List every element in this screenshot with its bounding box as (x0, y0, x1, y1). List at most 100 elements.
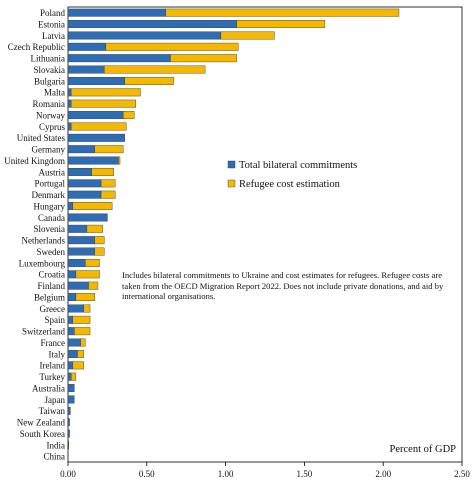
bar-refugee (70, 99, 136, 108)
bar-bilateral (67, 281, 89, 290)
category-label: Switzerland (22, 327, 65, 337)
category-label: Croatia (39, 270, 66, 280)
bar-refugee (100, 190, 116, 199)
category-label: New Zealand (17, 418, 66, 428)
bar-bilateral (67, 247, 95, 256)
bar-bilateral (67, 270, 77, 279)
bar-bilateral (67, 372, 72, 381)
bar-refugee (94, 145, 124, 154)
bar-refugee (72, 361, 84, 370)
x-tick-label: 1.50 (297, 469, 313, 479)
category-label: Romania (33, 99, 66, 109)
bar-refugee (94, 247, 105, 256)
bar-bilateral (67, 349, 78, 358)
bar-refugee (104, 65, 206, 74)
bar-bilateral (67, 88, 72, 97)
bar-refugee (100, 179, 116, 188)
bar-bilateral (67, 315, 73, 324)
bar-bilateral (67, 213, 108, 222)
bar-refugee (77, 349, 84, 358)
x-tick-label: 0.50 (139, 469, 155, 479)
category-label: Lithuania (31, 54, 66, 64)
category-label: Spain (44, 315, 65, 325)
bar-bilateral (67, 76, 125, 85)
category-label: Denmark (32, 190, 66, 200)
bar-refugee (75, 293, 95, 302)
category-label: Poland (40, 8, 66, 18)
category-label: Sweden (37, 247, 66, 257)
bar-refugee (74, 327, 91, 336)
category-label: Austria (39, 167, 66, 177)
bar-refugee (86, 224, 103, 233)
category-label: Greece (40, 304, 65, 314)
bar-bilateral (67, 384, 75, 393)
x-tick-label: 1.00 (218, 469, 234, 479)
bar-refugee (124, 76, 174, 85)
bar-refugee (220, 31, 275, 40)
category-label: Italy (49, 349, 66, 359)
category-label: Taiwan (39, 406, 66, 416)
category-label: Australia (32, 383, 65, 393)
legend-label: Total bilateral commitments (239, 160, 357, 171)
bar-bilateral (67, 122, 72, 131)
category-label: Bulgaria (34, 76, 65, 86)
bar-bilateral (67, 429, 70, 438)
bar-refugee (94, 236, 105, 245)
bar-bilateral (67, 258, 86, 267)
bar-bilateral (67, 65, 105, 74)
category-label: Finland (37, 281, 65, 291)
x-tick-label: 2.50 (454, 469, 470, 479)
bar-refugee (85, 258, 100, 267)
bar-bilateral (67, 395, 75, 404)
bar-bilateral (67, 418, 70, 427)
bar-bilateral (67, 111, 124, 120)
bar-refugee (70, 88, 141, 97)
bar-bilateral (67, 236, 95, 245)
bar-bilateral (67, 145, 95, 154)
category-label: Latvia (42, 31, 65, 41)
category-label: Portugal (35, 179, 66, 189)
bar-bilateral (67, 99, 72, 108)
legend-swatch (227, 160, 236, 169)
legend-swatch (227, 179, 236, 188)
category-label: Turkey (39, 372, 65, 382)
category-label: Belgium (34, 292, 65, 302)
bar-bilateral (67, 179, 102, 188)
bar-refugee (122, 111, 135, 120)
bar-bilateral (67, 190, 102, 199)
category-label: Norway (36, 110, 65, 120)
bar-bilateral (67, 8, 166, 17)
bar-bilateral (67, 224, 88, 233)
category-label: Luxembourg (19, 258, 66, 268)
category-label: Czech Republic (8, 42, 65, 52)
category-label: Cyprus (39, 122, 66, 132)
category-label: Slovakia (34, 65, 66, 75)
category-label: Hungary (34, 201, 66, 211)
bar-bilateral (67, 361, 73, 370)
category-label: Canada (38, 213, 65, 223)
bar-refugee (236, 20, 326, 29)
bar-refugee (91, 167, 114, 176)
category-label: China (44, 452, 66, 462)
category-label: India (47, 440, 66, 450)
category-label: Slovenia (34, 224, 66, 234)
x-tick-label: 0.00 (60, 469, 76, 479)
category-label: United States (17, 133, 66, 143)
bar-bilateral (67, 133, 125, 142)
bar-refugee (80, 338, 86, 347)
chart-note: Includes bilateral commitments to Ukrain… (122, 270, 444, 302)
category-label: France (41, 338, 66, 348)
bar-refugee (72, 202, 113, 211)
bar-refugee (165, 8, 400, 17)
plot-frame (67, 6, 463, 463)
bar-refugee (70, 372, 77, 381)
x-tick-label: 2.00 (375, 469, 391, 479)
category-label: Malta (44, 88, 65, 98)
bar-bilateral (67, 338, 81, 347)
category-label: Japan (45, 395, 66, 405)
category-label: Germany (32, 145, 66, 155)
bar-bilateral (67, 31, 222, 40)
bar-bilateral (67, 293, 77, 302)
